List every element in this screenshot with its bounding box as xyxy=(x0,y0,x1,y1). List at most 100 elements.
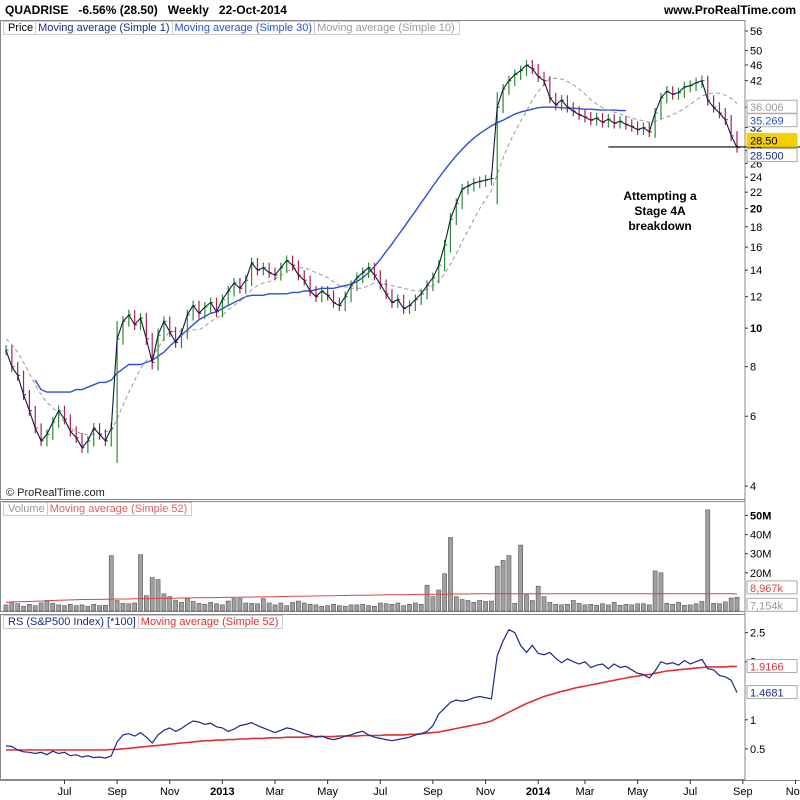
volume-bar xyxy=(255,603,260,612)
x-tick-label: Sep xyxy=(107,786,127,798)
volume-bar xyxy=(436,589,442,612)
price-tick-label: 20 xyxy=(750,204,762,216)
volume-bar xyxy=(448,537,453,612)
volume-bar xyxy=(120,603,126,612)
volume-legend: Volume Moving average (Simple 52) xyxy=(3,502,193,516)
price-legend-ma1: Moving average (Simple 1) xyxy=(36,22,173,34)
volume-bar xyxy=(307,604,313,612)
volume-tick-label: 30M xyxy=(750,549,771,561)
volume-bar xyxy=(401,605,407,612)
volume-bar xyxy=(196,603,202,612)
price-tick-label: 14 xyxy=(750,265,762,277)
volume-bar xyxy=(711,603,716,612)
volume-bar xyxy=(155,579,161,612)
period: Weekly xyxy=(167,3,209,17)
rs-tick-label: 0.5 xyxy=(750,744,765,756)
price-value-box xyxy=(746,113,798,128)
volume-bar xyxy=(664,603,670,612)
volume-bar xyxy=(494,565,500,612)
x-tick-label: May xyxy=(317,786,338,798)
price-tick-label: 24 xyxy=(750,172,762,184)
price-change: -6.56% (28.50) xyxy=(78,3,158,17)
volume-bar xyxy=(91,604,97,612)
volume-bar xyxy=(465,600,471,612)
volume-bar xyxy=(260,598,266,612)
volume-bar xyxy=(693,603,699,612)
x-tick-label: Jul xyxy=(373,786,387,798)
x-tick-label: May xyxy=(627,786,648,798)
volume-bar xyxy=(144,595,149,612)
price-value-label: 28.500 xyxy=(750,151,784,163)
volume-bar xyxy=(687,604,693,612)
x-tick-label: 2013 xyxy=(210,786,234,798)
volume-bar xyxy=(202,604,208,612)
volume-bar xyxy=(208,602,214,612)
volume-bar xyxy=(518,544,523,612)
price-tick-label: 18 xyxy=(750,222,762,234)
volume-bar xyxy=(594,604,599,612)
volume-bar xyxy=(623,604,629,612)
price-tick-label: 50 xyxy=(750,46,762,58)
rs-legend: RS (S&P500 Index) [*100] Moving average … xyxy=(3,615,284,629)
price-legend: Price Moving average (Simple 1) Moving a… xyxy=(3,21,460,35)
volume-bar xyxy=(138,554,143,612)
volume-bar xyxy=(377,602,383,612)
volume-bar xyxy=(524,594,529,612)
x-tick-label: Nov xyxy=(160,786,180,798)
volume-bar xyxy=(489,600,494,612)
volume-value-label: 8,967k xyxy=(750,583,784,595)
volume-bar xyxy=(559,604,564,612)
volume-bar xyxy=(114,600,120,612)
volume-bar xyxy=(190,601,196,612)
x-tick-label: Nov xyxy=(476,786,496,798)
volume-bar xyxy=(407,604,412,612)
price-tick-label: 10 xyxy=(750,323,762,335)
volume-bar xyxy=(32,605,38,612)
volume-bar xyxy=(266,602,272,612)
volume-bar xyxy=(354,604,360,612)
rs-lines xyxy=(5,628,738,759)
price-value-label: 35.269 xyxy=(750,116,784,128)
rs-line xyxy=(5,628,738,759)
volume-bar xyxy=(430,596,436,612)
volume-bar xyxy=(605,604,611,612)
rs-legend-rs: RS (S&P500 Index) [*100] xyxy=(6,616,139,628)
volume-bar xyxy=(149,577,155,612)
site-url[interactable]: www.ProRealTime.com xyxy=(663,3,796,17)
volume-bar xyxy=(27,604,32,612)
panel-frames xyxy=(0,20,800,781)
volume-bar xyxy=(670,604,676,612)
ma1-line-group xyxy=(5,64,738,449)
rs-value-label: 1.4681 xyxy=(750,688,784,700)
volume-bar xyxy=(237,598,243,612)
volume-bar xyxy=(319,605,325,612)
volume-bar xyxy=(553,604,559,612)
volume-tick-label: 50M xyxy=(750,511,771,523)
volume-value-box xyxy=(746,580,798,595)
volume-bar xyxy=(85,605,91,612)
price-value-label: 36.006 xyxy=(750,102,784,114)
x-tick-label: Sep xyxy=(423,786,443,798)
price-tick-label: 46 xyxy=(750,60,762,72)
price-legend-ma10: Moving average (Simple 10) xyxy=(317,22,455,34)
volume-bar xyxy=(372,605,377,612)
ma10-line xyxy=(5,77,738,435)
volume-bar xyxy=(500,560,506,612)
chart-header: QUADRISE -6.56% (28.50) Weekly 22-Oct-20… xyxy=(0,0,800,20)
volume-bar xyxy=(641,603,646,612)
volume-bar xyxy=(15,603,21,612)
volume-bar xyxy=(682,604,687,612)
price-tick-label: 4 xyxy=(750,481,756,493)
x-tick-label: Jul xyxy=(683,786,697,798)
axes: 4681012141618202224262832364246505636.00… xyxy=(57,26,800,798)
volume-bar xyxy=(646,604,652,612)
volume-bar xyxy=(231,598,237,612)
volume-bar xyxy=(331,604,336,612)
x-tick-label: Mar xyxy=(575,786,594,798)
x-tick-label: Mar xyxy=(266,786,285,798)
volume-bar xyxy=(21,605,26,612)
volume-bar xyxy=(611,602,617,612)
volume-bar xyxy=(459,599,465,612)
volume-bar xyxy=(652,570,658,612)
